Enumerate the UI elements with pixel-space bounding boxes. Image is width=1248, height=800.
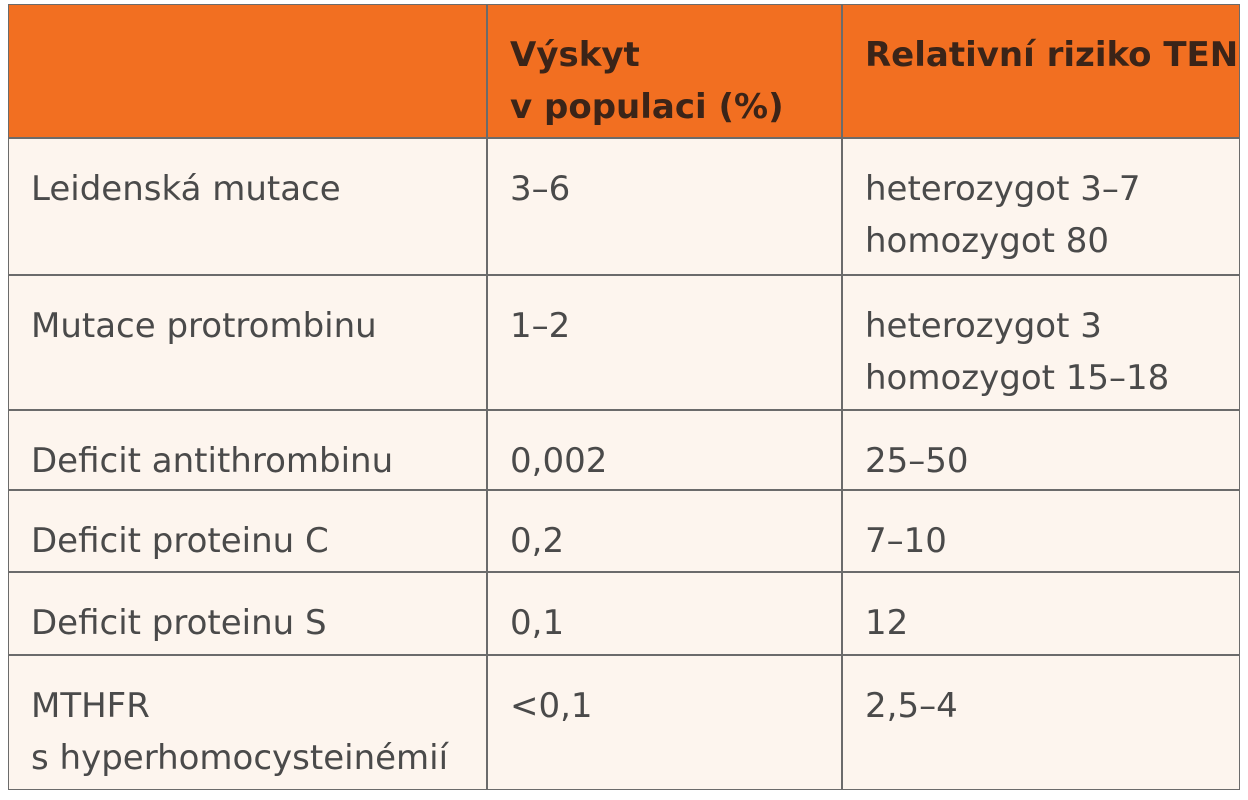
- table-cell: 0,2: [487, 490, 842, 572]
- cell-text: 0,2: [510, 521, 565, 561]
- cell-text: heterozygot 3: [865, 306, 1102, 346]
- cell-text: s hyperhomocysteinémií: [31, 738, 449, 778]
- table-cell: 3–6: [487, 138, 842, 275]
- cell-text: 2,5–4: [865, 686, 958, 726]
- cell-text: v populaci (%): [510, 87, 784, 127]
- cell-text: Leidenská mutace: [31, 169, 341, 209]
- table-cell: Deficit proteinu S: [8, 572, 487, 655]
- table-cell: 12: [842, 572, 1240, 655]
- cell-text: 3–6: [510, 169, 571, 209]
- cell-text: 25–50: [865, 441, 969, 481]
- table-cell: Mutace protrombinu: [8, 275, 487, 410]
- cell-text: <0,1: [510, 686, 593, 726]
- table-cell: 7–10: [842, 490, 1240, 572]
- table-cell: heterozygot 3 homozygot 15–18: [842, 275, 1240, 410]
- cell-text: homozygot 15–18: [865, 358, 1170, 398]
- cell-text: 12: [865, 603, 909, 643]
- cell-text: 1–2: [510, 306, 571, 346]
- cell-text: Deficit proteinu S: [31, 603, 327, 643]
- table-cell: 25–50: [842, 410, 1240, 490]
- cell-text: Deficit proteinu C: [31, 521, 329, 561]
- table-cell: Deficit proteinu C: [8, 490, 487, 572]
- table-cell: 0,002: [487, 410, 842, 490]
- table-cell: Leidenská mutace: [8, 138, 487, 275]
- table-cell: <0,1: [487, 655, 842, 790]
- cell-text: Mutace protrombinu: [31, 306, 377, 346]
- header-cell: Relativní riziko TEN: [842, 4, 1240, 138]
- cell-text: 7–10: [865, 521, 947, 561]
- cell-text: homozygot 80: [865, 221, 1110, 261]
- header-cell: [8, 4, 487, 138]
- cell-text: heterozygot 3–7: [865, 169, 1141, 209]
- cell-text: 0,1: [510, 603, 565, 643]
- table-cell: 2,5–4: [842, 655, 1240, 790]
- table-cell: 1–2: [487, 275, 842, 410]
- cell-text: Deficit antithrombinu: [31, 441, 394, 481]
- table-cell: heterozygot 3–7 homozygot 80: [842, 138, 1240, 275]
- cell-text: Výskyt: [510, 35, 640, 75]
- cell-text: 0,002: [510, 441, 608, 481]
- table-cell: Deficit antithrombinu: [8, 410, 487, 490]
- cell-text: MTHFR: [31, 686, 150, 726]
- header-cell: Výskyt v populaci (%): [487, 4, 842, 138]
- cell-text: Relativní riziko TEN: [865, 35, 1239, 75]
- table-cell: MTHFR s hyperhomocysteinémií: [8, 655, 487, 790]
- table-cell: 0,1: [487, 572, 842, 655]
